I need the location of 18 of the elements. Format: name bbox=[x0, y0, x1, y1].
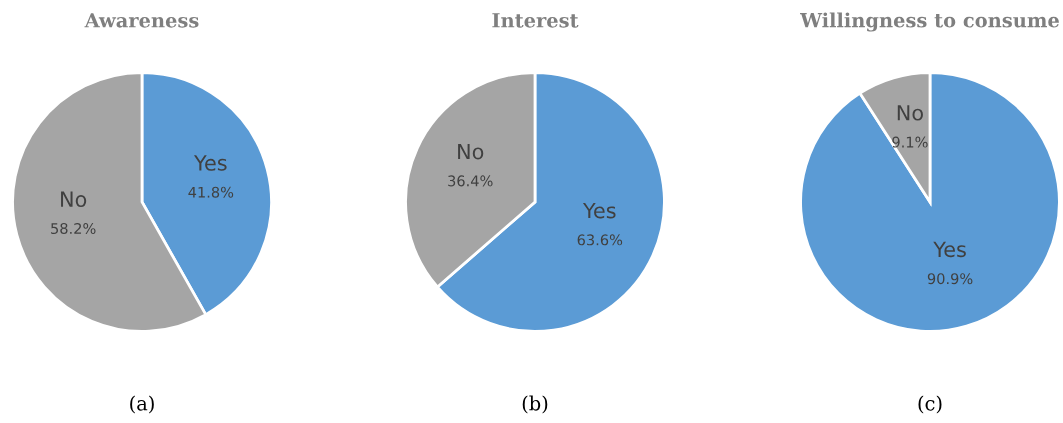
slice-label: Yes bbox=[933, 241, 966, 258]
data-label: 90.9% bbox=[927, 273, 973, 285]
chart-title: Interest bbox=[492, 13, 579, 28]
slice-label: No bbox=[458, 143, 484, 160]
data-label: 58.2% bbox=[51, 222, 96, 235]
text: (b) bbox=[522, 395, 548, 414]
data-label: 36.4% bbox=[448, 175, 493, 187]
slice-label: No bbox=[897, 105, 923, 121]
chart-title: Willingness to consume bbox=[800, 12, 1059, 32]
data-label: 63.6% bbox=[577, 234, 623, 246]
data-label: 41.8% bbox=[188, 186, 234, 198]
slice-label: No bbox=[61, 191, 87, 208]
text: (a) bbox=[130, 395, 154, 414]
slice-label: Yes bbox=[193, 155, 227, 171]
slice-label: Yes bbox=[582, 202, 616, 219]
chart-title: Awareness bbox=[84, 13, 199, 28]
text: (c) bbox=[918, 395, 942, 414]
data-label: 9.1% bbox=[892, 136, 928, 148]
